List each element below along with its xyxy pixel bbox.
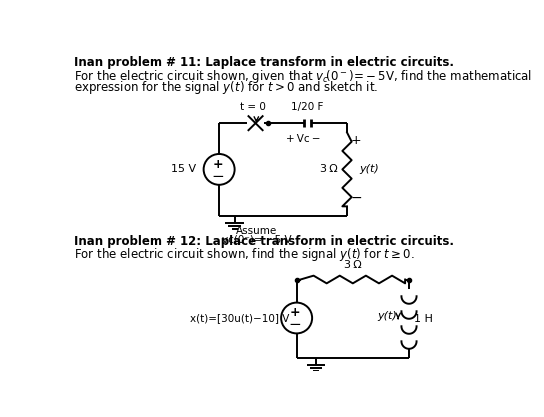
Text: 3 Ω: 3 Ω [344,260,362,270]
Text: For the electric circuit shown, given that $v_c\!(0^-)\!=\!-5\mathrm{V}$, find t: For the electric circuit shown, given th… [74,68,533,85]
Text: −: − [350,191,362,205]
Text: 1/20 F: 1/20 F [291,103,324,113]
Text: +: + [351,134,362,147]
Text: vᴄ(0⁻)= −5 V: vᴄ(0⁻)= −5 V [221,235,291,245]
Text: +: + [290,306,300,319]
Text: t = 0: t = 0 [239,103,265,113]
Text: Inan problem # 11: Laplace transform in electric circuits.: Inan problem # 11: Laplace transform in … [74,56,454,69]
Text: + Vᴄ −: + Vᴄ − [286,134,321,144]
Text: y(t): y(t) [378,311,397,321]
Text: −: − [211,169,224,184]
Text: +: + [212,158,223,171]
Text: 3 Ω: 3 Ω [319,164,337,174]
Text: x(t)=[30u(t)−10] V: x(t)=[30u(t)−10] V [189,313,289,323]
Text: Inan problem # 12: Laplace transform in electric circuits.: Inan problem # 12: Laplace transform in … [74,235,454,248]
Text: For the electric circuit shown, find the signal $y(t)$ for $t\geq 0$.: For the electric circuit shown, find the… [74,246,415,264]
Text: Assume: Assume [236,226,277,236]
Text: 1 H: 1 H [413,314,432,324]
Text: −: − [289,317,301,332]
Text: y(t): y(t) [360,164,379,174]
Text: expression for the signal $y(t)$ for $t>0$ and sketch it.: expression for the signal $y(t)$ for $t>… [74,79,379,96]
Text: 15 V: 15 V [171,164,196,174]
